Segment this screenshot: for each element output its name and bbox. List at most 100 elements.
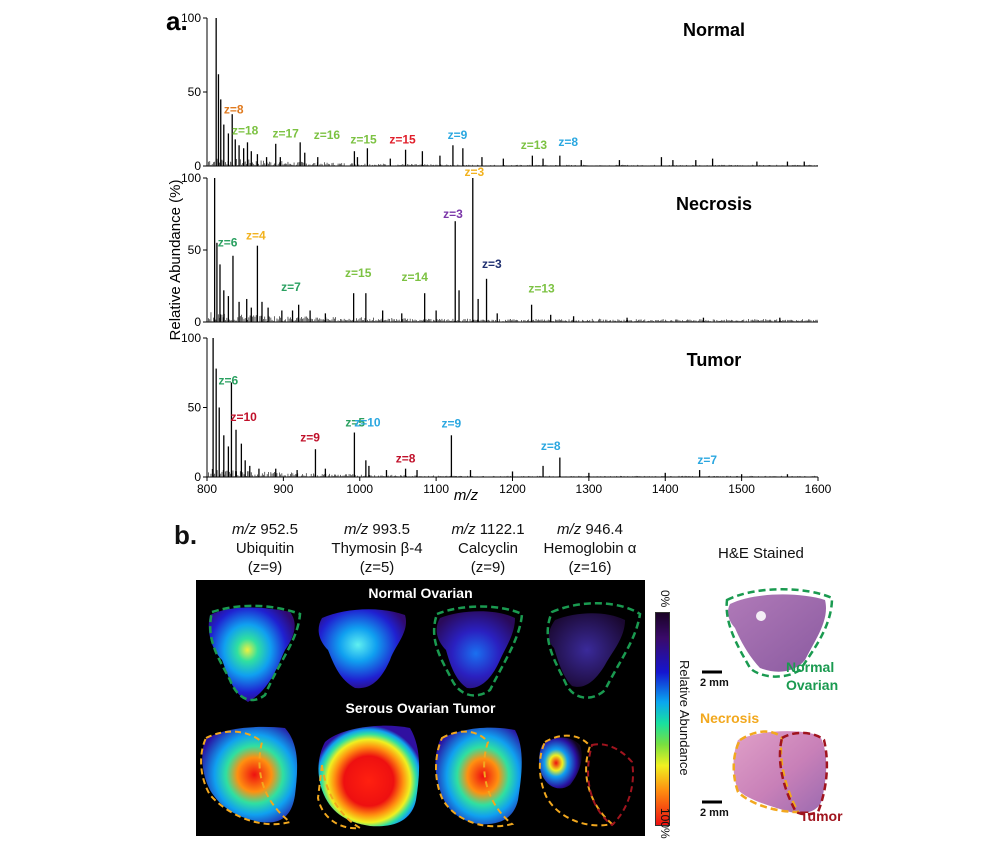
protein-name: Hemoglobin α [543, 540, 637, 557]
y-axis-label: Relative Abundance (%) [167, 180, 184, 341]
he-normal-label-2: Ovarian [786, 677, 839, 693]
y-tick-label: 50 [188, 401, 202, 415]
y-tick-label: 50 [188, 85, 202, 99]
panel-b-label: b. [174, 520, 198, 550]
mz-value: 952.5 [260, 521, 298, 538]
charge-state: (z=9) [470, 559, 506, 576]
row-title-normal: Normal Ovarian [368, 585, 473, 601]
charge-state-annotation: z=8 [541, 439, 561, 453]
y-tick-label: 50 [188, 243, 202, 257]
charge-state-annotation: z=3 [482, 257, 502, 271]
charge-state-annotation: z=9 [442, 417, 462, 431]
ims-normal-thymosin [318, 609, 407, 689]
charge-state: (z=5) [359, 559, 395, 576]
ims-normal-calcyclin [432, 605, 524, 697]
charge-state-annotation: z=3 [443, 207, 463, 221]
mz-prefix: m/z [232, 521, 257, 538]
ims-normal-ubiquitin [208, 604, 302, 702]
charge-state-annotation: z=13 [528, 282, 555, 296]
charge-state-annotation: z=18 [232, 123, 259, 137]
charge-state-annotation: z=15 [350, 132, 377, 146]
he-normal-image [702, 588, 834, 678]
spectrum-title: Necrosis [676, 194, 752, 214]
mz-value: 946.4 [585, 521, 623, 538]
column-header-ubiquitin: m/z 952.5 Ubiquitin (z=9) [210, 520, 320, 577]
x-tick-label: 1600 [805, 482, 832, 496]
ims-tumor-thymosin [316, 725, 420, 830]
x-tick-label: 1500 [728, 482, 755, 496]
spectrum-normal: 0 50 100 Normal z=8 z=18 z=17 z=16 z=15 z=15 z=9 z=… [181, 11, 818, 173]
charge-state-annotation: z=8 [558, 135, 578, 149]
mz-prefix: m/z [557, 521, 582, 538]
x-tick-label: 1400 [652, 482, 679, 496]
mz-prefix: m/z [344, 521, 369, 538]
charge-state-annotation: z=7 [281, 280, 301, 294]
charge-state-annotation: z=4 [246, 228, 266, 242]
charge-state-annotation: z=14 [402, 270, 429, 284]
x-tick-label: 1100 [423, 482, 449, 496]
y-tick-label: 0 [194, 315, 201, 329]
charge-state-annotation: z=9 [300, 431, 320, 445]
charge-state-annotation: z=8 [224, 103, 244, 117]
colorbar [655, 612, 670, 826]
ims-tumor-ubiquitin [200, 726, 298, 826]
scale-label-tumor: 2 mm [700, 807, 729, 819]
panel-a-label: a. [166, 6, 188, 36]
he-necrosis-label: Necrosis [700, 710, 760, 726]
he-title: H&E Stained [718, 545, 804, 562]
he-tumor-label: Tumor [800, 808, 843, 824]
charge-state-annotation: z=10 [230, 410, 257, 424]
y-tick-label: 100 [181, 331, 201, 345]
y-tick-label: 0 [194, 470, 201, 484]
protein-name: Thymosin β-4 [331, 540, 423, 557]
column-header-thymosin: m/z 993.5 Thymosin β-4 (z=5) [322, 520, 432, 577]
x-axis-label: m/z [454, 487, 479, 504]
ims-normal-hemoglobin [546, 602, 642, 699]
charge-state-annotation: z=9 [448, 128, 468, 142]
protein-name: Ubiquitin [235, 540, 295, 557]
charge-state-annotation: z=3 [464, 165, 484, 179]
x-tick-label: 800 [197, 482, 217, 496]
he-tumor-image [702, 730, 829, 816]
row-title-tumor: Serous Ovarian Tumor [345, 700, 496, 716]
x-tick-label: 1200 [499, 482, 526, 496]
protein-name: Calcyclin [457, 540, 518, 557]
charge-state-annotation: z=8 [396, 451, 416, 465]
colorbar-top-label: 0% [658, 590, 672, 608]
charge-state-annotation: z=16 [314, 128, 341, 142]
charge-state-annotation: z=6 [218, 236, 238, 250]
charge-state-annotation: z=6 [219, 374, 239, 388]
charge-state-annotation: z=5 [345, 415, 365, 429]
ims-tumor-calcyclin [435, 727, 522, 828]
charge-state-annotation: z=7 [697, 453, 717, 467]
charge-state-annotation: z=13 [521, 138, 548, 152]
y-tick-label: 100 [181, 11, 201, 25]
mz-value: 1122.1 [479, 521, 525, 538]
spectrum-necrosis: 0 50 100 Necrosis z=6 z=4 z=7 z=15 z=14 z=3 z=3 z=3… [181, 165, 818, 329]
colorbar-axis-label: Relative Abundance [677, 660, 692, 776]
charge-state-annotation: z=17 [272, 126, 299, 140]
mz-prefix: m/z [451, 521, 476, 538]
x-tick-label: 1000 [346, 482, 373, 496]
scale-label-normal: 2 mm [700, 677, 729, 689]
y-tick-label: 100 [181, 171, 201, 185]
x-axis: 800 900 1000 1100 1200 1300 1400 1500 1600 [197, 477, 832, 496]
x-tick-label: 1300 [576, 482, 603, 496]
x-tick-label: 900 [273, 482, 293, 496]
charge-state-annotation: z=15 [389, 132, 416, 146]
charge-state-annotation: z=15 [345, 266, 372, 280]
ims-tumor-hemoglobin [538, 734, 634, 827]
mz-value: 993.5 [372, 521, 410, 538]
column-header-calcyclin: m/z 1122.1 Calcyclin (z=9) [433, 520, 543, 577]
column-header-hemoglobin: m/z 946.4 Hemoglobin α (z=16) [535, 520, 645, 577]
spectrum-title: Tumor [687, 350, 742, 370]
charge-state: (z=9) [247, 559, 283, 576]
spectrum-title: Normal [683, 20, 745, 40]
charge-state: (z=16) [568, 559, 612, 576]
y-tick-label: 0 [194, 159, 201, 173]
colorbar-bottom-label: 100% [658, 808, 672, 839]
he-normal-label-1: Normal [786, 659, 835, 675]
charge-state-annotation: z=10 [354, 415, 381, 429]
